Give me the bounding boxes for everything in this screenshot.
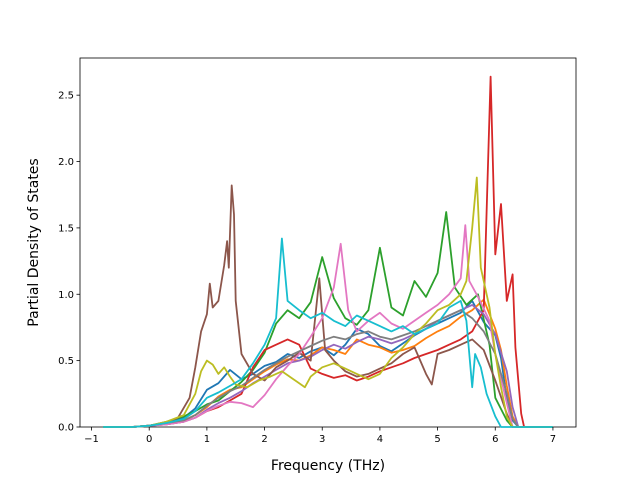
x-tick-label: 2 xyxy=(261,434,267,445)
y-axis-label: Partial Density of States xyxy=(26,158,42,326)
series-line-3 xyxy=(103,211,553,428)
series-line-10 xyxy=(103,237,553,428)
x-axis-ticks: −1 0 1 2 3 4 5 6 7 xyxy=(84,427,556,445)
y-tick-label: 1.0 xyxy=(58,290,74,301)
y-tick-label: 1.5 xyxy=(58,223,74,234)
y-tick-label: 0.5 xyxy=(58,356,74,367)
series-layer xyxy=(103,75,553,428)
y-tick-label: 0.0 xyxy=(58,423,74,434)
x-tick-label: 4 xyxy=(377,434,383,445)
series-line-6 xyxy=(103,184,553,428)
x-tick-label: 7 xyxy=(550,434,556,445)
y-tick-label: 2.0 xyxy=(58,157,74,168)
series-line-7 xyxy=(103,224,553,428)
plot-frame xyxy=(79,57,577,428)
x-tick-label: 1 xyxy=(204,434,210,445)
series-line-4 xyxy=(103,75,553,428)
x-tick-label: −1 xyxy=(84,434,99,445)
x-tick-label: 5 xyxy=(434,434,440,445)
series-line-8 xyxy=(103,309,553,428)
x-tick-label: 3 xyxy=(319,434,325,445)
series-line-5 xyxy=(103,303,553,428)
x-tick-label: 0 xyxy=(146,434,152,445)
x-axis-label: Frequency (THz) xyxy=(271,458,385,474)
x-tick-label: 6 xyxy=(492,434,498,445)
plot-area: −1 0 1 2 3 4 5 6 7 0.0 0.5 1.0 1.5 2.0 2.5 xyxy=(58,57,577,445)
y-tick-label: 2.5 xyxy=(58,91,74,102)
series-line-1 xyxy=(103,299,553,428)
y-axis-ticks: 0.0 0.5 1.0 1.5 2.0 2.5 xyxy=(58,91,80,434)
series-line-9 xyxy=(103,176,553,428)
